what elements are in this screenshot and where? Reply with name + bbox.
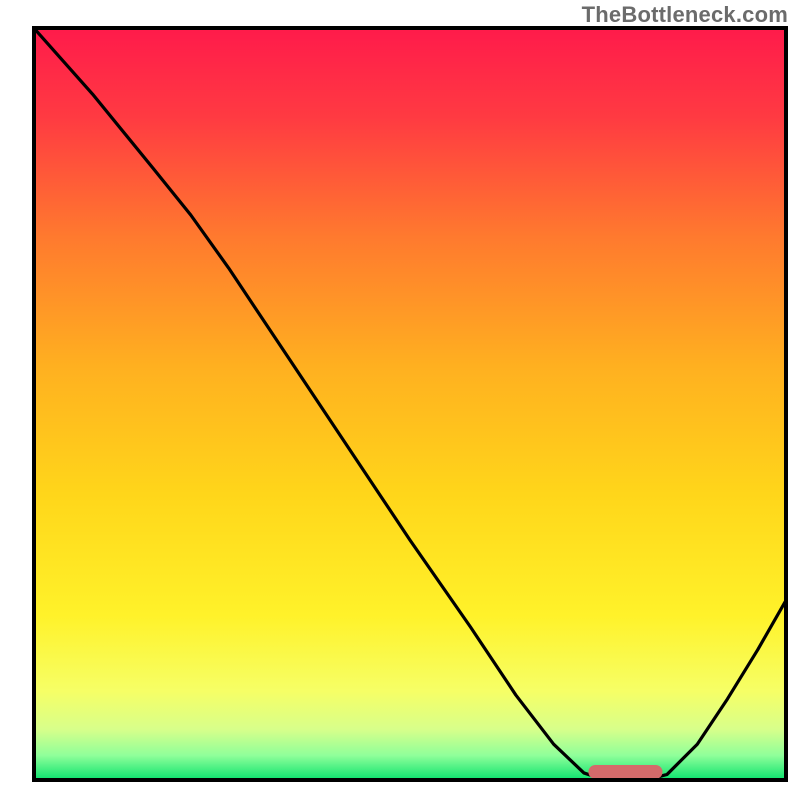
figure-root: TheBottleneck.com [0, 0, 800, 800]
watermark-text: TheBottleneck.com [582, 2, 788, 28]
gradient-background [32, 26, 788, 782]
chart-svg [32, 26, 788, 782]
optimal-marker [588, 765, 662, 779]
plot-area [32, 26, 788, 782]
